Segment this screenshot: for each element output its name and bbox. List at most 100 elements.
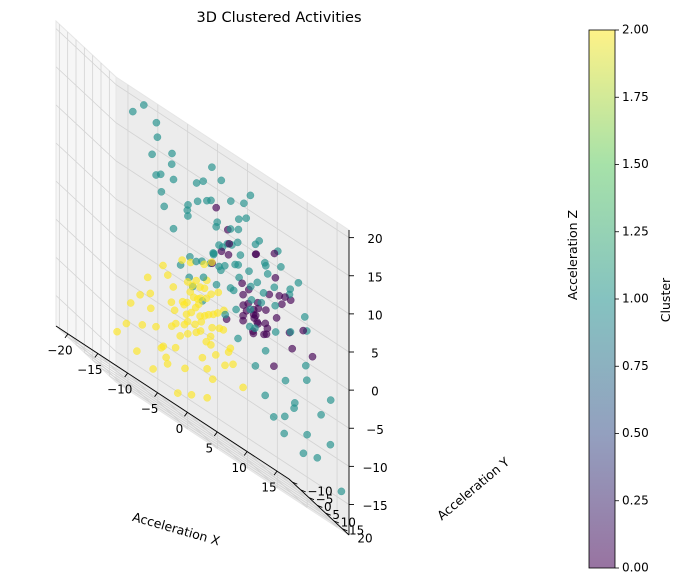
data-point-cluster-0 (270, 362, 278, 371)
gridline (55, 28, 117, 85)
data-point-cluster-2 (203, 364, 211, 373)
chart-gridlines (55, 24, 350, 530)
data-point-cluster-1 (251, 362, 260, 370)
data-point-cluster-0 (238, 279, 246, 288)
y-tick (325, 512, 331, 516)
data-point-cluster-2 (194, 300, 203, 309)
data-point-cluster-1 (261, 346, 270, 355)
x-tick-label: −20 (47, 343, 72, 357)
data-point-cluster-2 (146, 289, 155, 298)
data-point-cluster-2 (187, 308, 196, 317)
chart-points (113, 101, 346, 496)
data-point-cluster-2 (133, 347, 141, 355)
data-point-cluster-1 (217, 176, 226, 185)
data-point-cluster-2 (169, 283, 178, 291)
data-point-cluster-1 (337, 487, 346, 496)
x-axis-line (55, 325, 290, 480)
data-point-cluster-1 (281, 376, 290, 385)
gridline (115, 198, 350, 353)
colorbar-tick-label: 1.50 (622, 157, 649, 171)
z-tick-label: 20 (367, 232, 382, 246)
data-point-cluster-2 (163, 271, 172, 279)
gridline (115, 84, 350, 238)
x-tick-label: 0 (176, 422, 184, 436)
gridline (115, 313, 350, 467)
data-point-cluster-1 (299, 449, 308, 458)
gridline (67, 336, 301, 491)
data-point-cluster-2 (138, 321, 147, 329)
data-point-cluster-1 (128, 107, 137, 116)
data-point-cluster-0 (278, 300, 286, 309)
x-tick-label: −5 (141, 402, 159, 416)
gridline (55, 104, 117, 162)
data-point-cluster-0 (281, 293, 289, 301)
data-point-cluster-1 (167, 160, 176, 169)
data-point-cluster-2 (191, 320, 199, 329)
data-point-cluster-2 (183, 329, 192, 338)
data-point-cluster-2 (180, 320, 189, 329)
data-point-cluster-1 (300, 313, 309, 321)
x-tick-label: 5 (205, 441, 213, 455)
x-tick (154, 392, 158, 397)
data-point-cluster-1 (153, 133, 162, 142)
gridline (109, 375, 343, 530)
data-point-cluster-1 (229, 286, 238, 295)
data-point-cluster-0 (251, 311, 260, 320)
y-tick (308, 497, 315, 501)
data-point-cluster-2 (176, 332, 185, 340)
data-point-cluster-1 (169, 175, 178, 184)
colorbar: 0.00 0.25 0.50 0.75 1.00 1.25 1.50 1.75 2.00 (588, 23, 649, 575)
data-point-cluster-1 (280, 412, 289, 421)
data-point-cluster-2 (146, 304, 155, 313)
data-point-cluster-1 (207, 196, 215, 205)
x-tick (213, 431, 218, 437)
data-point-cluster-0 (225, 239, 234, 248)
colorbar-tick-label: 1.25 (622, 224, 649, 238)
data-point-cluster-1 (242, 214, 251, 223)
data-point-cluster-2 (181, 364, 189, 373)
data-point-cluster-2 (213, 309, 222, 317)
data-point-cluster-1 (236, 251, 245, 259)
data-point-cluster-2 (206, 332, 215, 341)
x-tick (124, 372, 129, 378)
data-point-cluster-2 (173, 389, 182, 397)
data-point-cluster-1 (269, 413, 278, 421)
gridline (55, 180, 117, 238)
x-tick-label: 15 (261, 481, 276, 495)
data-point-cluster-2 (163, 360, 172, 368)
gridline (59, 328, 293, 483)
data-point-cluster-2 (162, 353, 170, 362)
data-point-cluster-2 (187, 390, 196, 399)
z-tick-label: 15 (367, 270, 382, 284)
data-point-cluster-2 (203, 393, 212, 402)
data-point-cluster-1 (271, 301, 280, 310)
colorbar-tick-label: 2.00 (622, 23, 649, 37)
data-point-cluster-1 (217, 266, 225, 275)
data-point-cluster-2 (170, 306, 179, 315)
data-point-cluster-0 (260, 330, 268, 339)
data-point-cluster-0 (272, 314, 281, 322)
gridline (115, 274, 350, 429)
y-tick-label: 15 (349, 524, 364, 538)
data-point-cluster-1 (208, 163, 216, 172)
y-axis-label: Acceleration Y (434, 454, 512, 523)
data-point-cluster-1 (290, 404, 298, 413)
data-point-cluster-1 (246, 282, 255, 291)
y-tick (292, 481, 298, 485)
data-point-cluster-1 (302, 376, 311, 385)
data-point-cluster-1 (234, 215, 243, 224)
x-tick-label: −10 (107, 383, 132, 397)
data-point-cluster-1 (232, 305, 240, 314)
data-point-cluster-1 (152, 118, 161, 127)
data-point-cluster-1 (215, 241, 223, 249)
x-tick (64, 333, 69, 339)
data-point-cluster-0 (239, 290, 247, 299)
data-point-cluster-1 (160, 202, 169, 211)
data-point-cluster-2 (136, 290, 144, 299)
data-point-cluster-1 (294, 278, 303, 287)
data-point-cluster-2 (211, 351, 220, 359)
data-point-cluster-2 (202, 294, 211, 303)
x-tick-label: −15 (77, 363, 102, 377)
